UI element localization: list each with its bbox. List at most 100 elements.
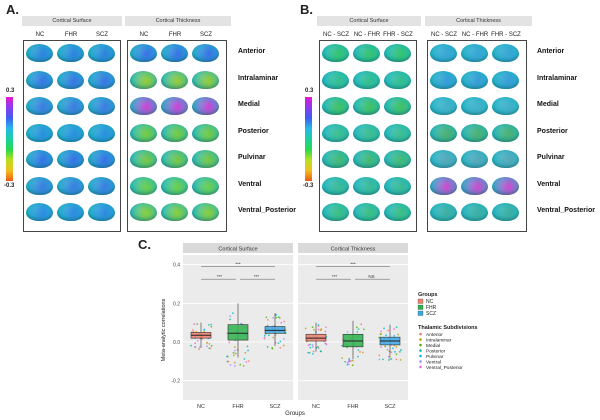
panel_b-col-header-surface: NC - FHR [353,32,381,38]
data-point [271,347,274,350]
brain-surface [384,123,411,142]
data-point [210,323,213,326]
data-point [311,343,314,346]
data-point [210,344,213,347]
brain-surface [430,44,457,62]
brain-surface [430,123,457,142]
data-point [350,359,352,362]
data-point [247,360,250,363]
brain-map-cell [429,201,458,223]
brain-surface [57,97,84,115]
data-point [360,323,363,326]
brain-map-cell [383,175,412,197]
brain-surface [161,203,188,221]
brain-map-cell [429,95,458,117]
data-point [311,345,314,348]
brain-surface [57,70,84,89]
data-point [280,321,283,324]
data-point [234,349,236,352]
legend-subdivision-dot [419,349,422,352]
brain-map-cell [56,42,85,64]
brain-map-cell [56,201,85,223]
brain-map-cell [383,201,412,223]
brain-map-cell [352,42,381,64]
x-tick-label: FHR [232,404,243,410]
brain-surface [461,150,488,168]
brain-map-cell [383,42,412,64]
data-point [308,351,311,354]
data-point [386,348,389,351]
data-point [389,358,391,360]
data-point [320,328,323,331]
data-point [341,357,343,359]
panel_a-row-label: Medial [238,101,260,108]
brain-surface [192,44,219,62]
legend-subdivision-label: Ventral_Posterior [426,365,463,371]
brain-surface [322,70,349,89]
data-point [228,341,231,344]
brain-surface [353,176,380,195]
data-point [391,347,394,350]
data-point [357,349,360,351]
data-point [378,336,381,339]
brain-map-cell [160,122,189,144]
brain-map-cell [460,69,489,91]
data-point [239,363,242,366]
brain-surface [384,203,411,221]
brain-surface [161,70,188,89]
data-point [393,328,396,331]
data-point [263,334,266,337]
data-point [341,344,343,347]
data-point [400,349,402,351]
brain-surface [461,203,488,221]
data-point [313,329,315,331]
brain-surface [322,203,349,221]
data-point [283,337,285,340]
legend-subdivision-dot [419,354,422,358]
data-point [198,348,200,351]
data-point [317,325,320,328]
data-point [266,345,269,348]
panel_b-col-header-surface: NC - SCZ [323,32,349,38]
x-axis-label: Groups [285,411,305,417]
legend-swatch-scz [417,310,424,316]
brain-map-cell [321,201,350,223]
brain-map-cell [87,95,116,117]
data-point [274,314,277,317]
data-point [272,336,275,339]
brain-surface [492,176,519,195]
data-point [198,346,201,349]
brain-surface [492,123,519,142]
data-point [267,319,269,321]
brain-map-cell [191,42,220,64]
brain-map-cell [25,201,54,223]
legend-subdivision-dot [419,332,422,336]
brain-map-cell [129,122,158,144]
brain-map-cell [491,122,520,144]
x-tick-label: FHR [347,404,358,410]
panel-a-strip-surface: Cortical Surface [22,16,122,26]
legend-subdivision-dot [419,343,422,347]
data-point [232,351,235,354]
data-point [346,331,349,333]
panel-c-strip-label: Cortical Surface [218,247,257,253]
brain-surface [26,203,53,221]
legend-subdivision-dot [419,365,422,369]
data-point [325,343,328,346]
panel-c-letter: C. [138,237,151,252]
brain-map-cell [129,69,158,91]
brain-map-cell [87,148,116,170]
legend-swatch-nc [417,298,424,304]
data-point [395,326,398,329]
x-tick-label: NC [312,404,320,410]
brain-map-cell [460,95,489,117]
brain-surface [161,176,188,195]
panel-a-strip-thickness: Cortical Thickness [125,16,231,26]
data-point [192,329,194,331]
data-point [233,346,236,349]
data-point [209,347,212,350]
brain-surface [461,123,488,142]
brain-surface [353,203,380,221]
data-point [378,358,381,361]
